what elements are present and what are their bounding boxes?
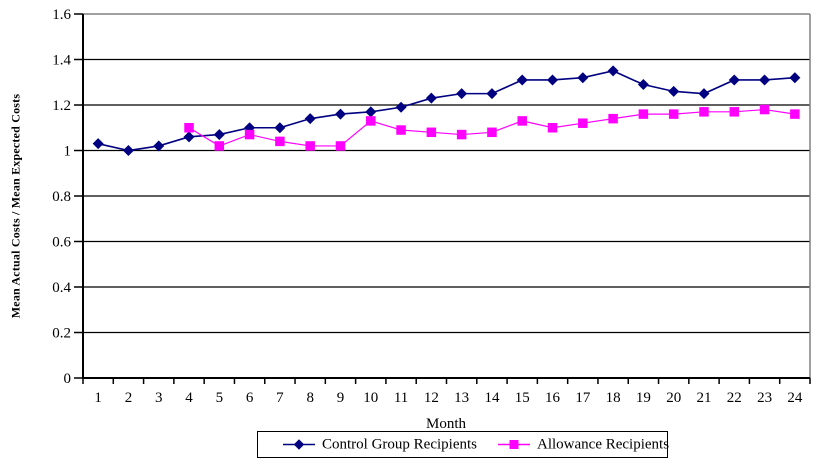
- data-point-square: [275, 136, 285, 147]
- x-axis-title: Month: [425, 416, 467, 432]
- data-point-diamond: [183, 131, 195, 143]
- data-point-diamond: [334, 108, 346, 120]
- data-point-square: [759, 104, 770, 115]
- data-point-square: [638, 109, 649, 119]
- y-tick-label: 0.6: [52, 235, 71, 251]
- data-point-diamond: [516, 74, 528, 86]
- y-tick-label: 0.4: [52, 280, 71, 296]
- data-point-diamond: [304, 113, 316, 125]
- data-point-diamond: [577, 72, 589, 84]
- legend-marker-diamond-icon: [283, 439, 315, 450]
- data-point-square: [335, 141, 346, 151]
- data-point-diamond: [547, 74, 559, 86]
- data-point-diamond: [365, 106, 377, 118]
- data-point-square: [790, 109, 800, 119]
- data-point-diamond: [759, 74, 771, 86]
- x-tick-label: 9: [337, 390, 345, 406]
- gridlines: [83, 58, 810, 334]
- legend: Control Group Recipients Allowance Recip…: [257, 431, 669, 458]
- data-point-square: [547, 123, 558, 133]
- data-point-square: [517, 116, 527, 126]
- y-tick-label: 0.8: [52, 189, 71, 205]
- data-point-diamond: [668, 85, 680, 97]
- x-tick-label: 8: [306, 390, 314, 406]
- x-tick-label: 18: [606, 390, 621, 406]
- data-point-diamond: [122, 144, 134, 157]
- data-point-diamond: [274, 122, 286, 134]
- x-tick-label: 15: [515, 390, 530, 406]
- x-tick-label: 4: [185, 390, 193, 406]
- legend-square-glyph: [509, 440, 519, 449]
- x-tick-label: 23: [757, 390, 772, 406]
- x-tick-label: 17: [575, 390, 591, 406]
- x-tick-label: 2: [125, 390, 133, 406]
- data-point-diamond: [607, 65, 619, 77]
- data-point-diamond: [213, 129, 225, 141]
- x-tick-label: 1: [94, 390, 102, 406]
- y-tick-label: 0.2: [52, 326, 71, 342]
- x-tick-label: 20: [666, 390, 681, 406]
- data-point-diamond: [728, 74, 740, 86]
- x-tick-label: 14: [484, 390, 500, 406]
- legend-item-control-group: Control Group Recipients: [282, 436, 477, 453]
- y-tick-label: 1.4: [52, 53, 71, 69]
- data-point-square: [184, 123, 194, 133]
- x-tick-label: 16: [545, 390, 561, 406]
- data-point-square: [396, 125, 406, 135]
- y-tick-label: 1: [64, 144, 72, 160]
- x-tick-label: 11: [394, 390, 408, 406]
- data-point-diamond: [92, 138, 104, 150]
- series-control-group-recipients: [92, 65, 801, 157]
- x-tick-label: 12: [424, 390, 439, 406]
- data-point-square: [305, 141, 315, 151]
- data-point-diamond: [425, 92, 437, 104]
- x-tick-label: 24: [787, 390, 803, 406]
- legend-label-control-group: Control Group Recipients: [322, 436, 477, 452]
- data-point-diamond: [153, 140, 165, 152]
- plot-border: [83, 13, 811, 378]
- data-point-square: [366, 116, 376, 126]
- x-tick-label: 19: [636, 390, 651, 406]
- x-tick-label: 5: [216, 390, 224, 406]
- x-tick-label: 13: [454, 390, 469, 406]
- series-allowance-recipients: [184, 104, 800, 151]
- data-point-square: [668, 109, 679, 119]
- x-tick-label: 10: [363, 390, 378, 406]
- data-point-diamond: [789, 72, 801, 84]
- data-point-diamond: [637, 79, 649, 91]
- data-point-square: [214, 141, 225, 151]
- data-point-square: [729, 107, 740, 117]
- data-point-square: [244, 129, 255, 140]
- y-tick-label: 1.2: [52, 98, 71, 114]
- y-axis-title: Mean Actual Costs / Mean Expected Costs: [8, 93, 23, 319]
- data-point-square: [487, 127, 497, 138]
- x-tick-label: 7: [276, 390, 284, 406]
- data-point-square: [578, 118, 588, 128]
- x-tick-label: 3: [155, 390, 163, 406]
- y-axis-ticks: 0 0.2 0.4 0.6 0.8 1 1.2 1.4 1.6: [52, 7, 83, 387]
- data-point-diamond: [486, 88, 498, 100]
- x-tick-label: 6: [246, 390, 254, 406]
- data-point-square: [608, 113, 618, 124]
- x-axis-ticks: 1 2 3 4 5 6 7 8 9 10 11 12 13 14 15 16 17 18 19 20 21 22 23 24: [82, 378, 811, 406]
- data-point-square: [426, 127, 437, 138]
- legend-item-allowance: Allowance Recipients: [497, 436, 669, 453]
- series-line-control-group-recipients: [97, 70, 795, 152]
- y-tick-label: 0: [64, 371, 72, 387]
- data-point-square: [699, 107, 709, 117]
- legend-diamond-glyph: [293, 439, 305, 450]
- legend-label-allowance: Allowance Recipients: [537, 436, 670, 452]
- x-tick-label: 22: [727, 390, 742, 406]
- data-point-square: [456, 129, 467, 140]
- data-point-diamond: [698, 88, 710, 100]
- data-point-diamond: [395, 101, 407, 113]
- legend-marker-square-icon: [498, 440, 530, 449]
- x-tick-label: 21: [696, 390, 711, 406]
- data-point-diamond: [456, 88, 468, 100]
- y-tick-label: 1.6: [52, 7, 71, 23]
